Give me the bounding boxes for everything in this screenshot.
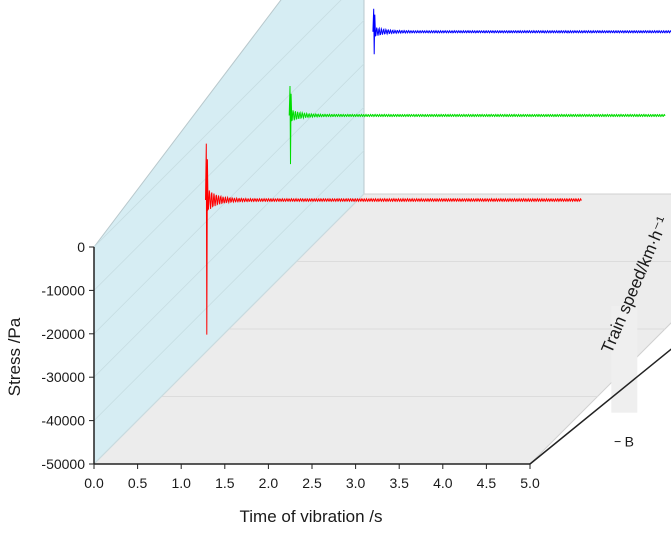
y-tick-label: -30000 <box>41 369 85 385</box>
x-tick-label: 4.5 <box>477 475 497 491</box>
x-tick-label: 4.0 <box>433 475 453 491</box>
x-tick-label: 0.0 <box>84 475 104 491</box>
x-tick-label: 2.0 <box>259 475 279 491</box>
x-tick-label: 0.5 <box>128 475 148 491</box>
y-tick-label: -40000 <box>41 413 85 429</box>
x-ticks: 0.0 0.5 1.0 1.5 2.0 2.5 3.0 3.5 4.0 4.5 5.0 <box>84 464 540 491</box>
x-tick-label: 3.5 <box>389 475 409 491</box>
y-tick-label: -50000 <box>41 456 85 472</box>
series-line-F <box>373 9 671 55</box>
y-ticks: 0 -10000 -20000 -30000 -40000 -50000 <box>41 239 94 472</box>
y-tick-label: -20000 <box>41 326 85 342</box>
x-tick-label: 3.0 <box>346 475 366 491</box>
y-axis-title: Stress /Pa <box>5 317 24 396</box>
z-tick-label: B <box>625 434 634 450</box>
x-axis-title: Time of vibration /s <box>240 507 383 526</box>
x-tick-label: 1.5 <box>215 475 235 491</box>
y-tick-label: -10000 <box>41 282 85 298</box>
x-tick-label: 5.0 <box>520 475 540 491</box>
y-tick-label: 0 <box>77 239 85 255</box>
x-tick-label: 2.5 <box>302 475 322 491</box>
x-tick-label: 1.0 <box>171 475 191 491</box>
